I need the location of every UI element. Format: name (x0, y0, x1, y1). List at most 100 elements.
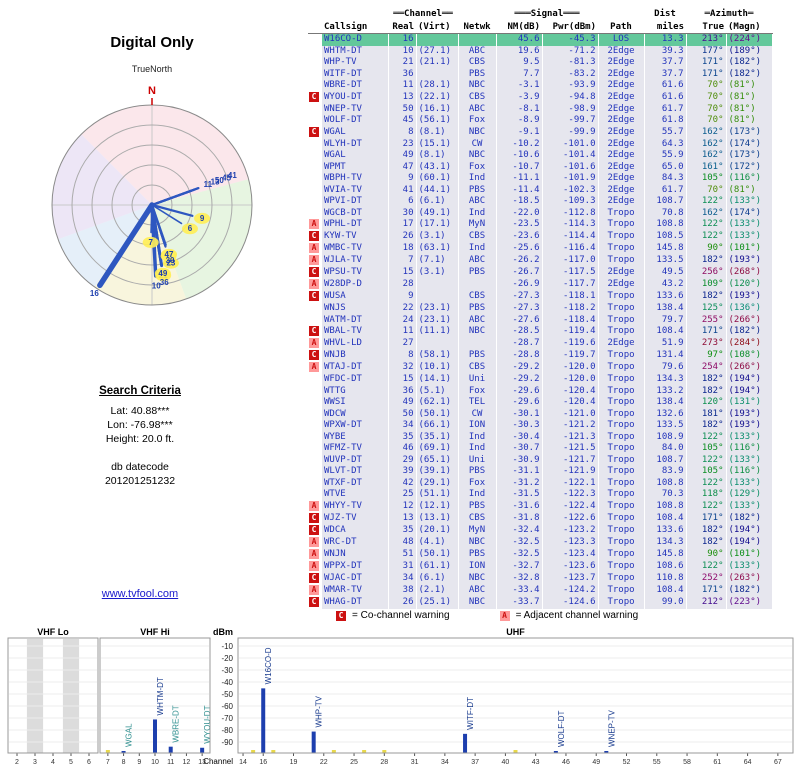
cell-netwk: ABC (458, 45, 497, 57)
table-row: A WTAJ-DT 32 (10.1) CBS -29.2 -120.0 Tropo 79.6 2… (308, 362, 773, 374)
warning-cell (308, 184, 322, 196)
co-channel-warning-badge: C (309, 572, 319, 583)
cell-callsign[interactable]: WPHL-DT (322, 219, 389, 231)
cell-real: 47 (388, 161, 417, 173)
cell-callsign[interactable]: WATM-DT (322, 314, 389, 326)
cell-callsign[interactable]: WTXF-DT (322, 477, 389, 489)
station-label: W16CO-D (264, 647, 273, 684)
cell-true-az: 255° (686, 314, 727, 326)
cell-callsign[interactable]: WJLA-TV (322, 255, 389, 267)
cell-callsign[interactable]: W16CO-D (322, 33, 389, 46)
cell-magn-az: (129°) (726, 489, 773, 501)
table-row: WLYH-DT 23 (15.1) CW -10.2 -101.0 2Edge 64.3 162… (308, 138, 773, 150)
cell-real: 45 (388, 115, 417, 127)
cell-callsign[interactable]: WVIA-TV (322, 184, 389, 196)
cell-callsign[interactable]: WDCW (322, 408, 389, 420)
cell-callsign[interactable]: WPMT (322, 161, 389, 173)
cell-path: Tropo (598, 385, 645, 397)
x-tick-label: 16 (259, 759, 267, 766)
cell-callsign[interactable]: W28DP-D (322, 279, 389, 291)
adjacent-channel-warning-badge: A (309, 243, 319, 253)
cell-callsign[interactable]: WJAC-DT (322, 572, 389, 585)
cell-callsign[interactable]: WYBE (322, 431, 389, 443)
cell-callsign[interactable]: WPXW-DT (322, 420, 389, 432)
cell-callsign[interactable]: WTTG (322, 385, 389, 397)
radar-ring (91, 144, 213, 266)
cell-callsign[interactable]: WWSI (322, 397, 389, 409)
cell-callsign[interactable]: WNJN (322, 548, 389, 561)
cell-virt: (6.1) (416, 572, 459, 585)
table-row: WLVT-DT 39 (39.1) PBS -31.1 -121.9 Tropo 83.9 10… (308, 466, 773, 478)
cell-callsign[interactable]: WOLF-DT (322, 115, 389, 127)
cell-callsign[interactable]: WBAL-TV (322, 326, 389, 338)
cell-callsign[interactable]: WBRE-DT (322, 80, 389, 92)
warning-cell: C (308, 596, 322, 609)
tvfool-link[interactable]: www.tvfool.com (101, 588, 179, 600)
cell-magn-az: (174°) (726, 207, 773, 219)
cell-callsign[interactable]: WRC-DT (322, 536, 389, 549)
cell-callsign[interactable]: WHAG-DT (322, 596, 389, 609)
cell-netwk: PBS (458, 267, 497, 279)
cell-callsign[interactable]: WGAL (322, 126, 389, 139)
adjacent-channel-warning-badge: A (309, 584, 319, 595)
cell-callsign[interactable]: WFMZ-TV (322, 443, 389, 455)
cell-callsign[interactable]: WGCB-DT (322, 207, 389, 219)
cell-callsign[interactable]: WGAL (322, 150, 389, 162)
warning-cell (308, 68, 322, 80)
cell-callsign[interactable]: WLVT-DT (322, 466, 389, 478)
warning-cell: C (308, 572, 322, 585)
cell-path: 2Edge (598, 57, 645, 69)
cell-callsign[interactable]: WTVE (322, 489, 389, 501)
cell-callsign[interactable]: WHP-TV (322, 57, 389, 69)
station-label: WHTM-DT (156, 677, 165, 715)
cell-callsign[interactable]: WPVI-DT (322, 196, 389, 208)
cell-pwr: -45.3 (542, 33, 599, 46)
cell-true-az: 213° (686, 33, 727, 46)
warning-cell: C (308, 326, 322, 338)
cell-callsign[interactable]: WLYH-DT (322, 138, 389, 150)
cell-callsign[interactable]: WMAR-TV (322, 584, 389, 597)
table-row: WOLF-DT 45 (56.1) Fox -8.9 -99.7 2Edge 61.8 70°(… (308, 115, 773, 127)
cell-callsign[interactable]: WHYY-TV (322, 500, 389, 513)
column-header: Callsign (322, 20, 388, 34)
cell-true-az: 181° (686, 408, 727, 420)
cell-path: Tropo (598, 548, 645, 561)
cell-callsign[interactable]: WYOU-DT (322, 91, 389, 104)
cell-true-az: 162° (686, 150, 727, 162)
cell-true-az: 70° (686, 80, 727, 92)
cell-callsign[interactable]: WPSU-TV (322, 267, 389, 279)
cell-callsign[interactable]: WPPX-DT (322, 560, 389, 573)
cell-virt: (23.1) (416, 303, 459, 315)
x-tick-label: 43 (532, 759, 540, 766)
cell-pwr: -120.0 (542, 374, 599, 386)
cell-callsign[interactable]: WBPH-TV (322, 173, 389, 185)
cell-callsign[interactable]: WNEP-TV (322, 103, 389, 115)
cell-callsign[interactable]: WHVL-LD (322, 338, 389, 350)
cell-callsign[interactable]: WFDC-DT (322, 374, 389, 386)
cell-true-az: 122° (686, 454, 727, 466)
spoke-channel-label: 45 (222, 173, 231, 182)
cell-callsign[interactable]: WNJB (322, 350, 389, 362)
cell-magn-az: (193°) (726, 408, 773, 420)
cell-callsign[interactable]: WUSA (322, 291, 389, 303)
cell-callsign[interactable]: WMBC-TV (322, 243, 389, 255)
cell-netwk: ABC (458, 584, 497, 597)
cell-callsign[interactable]: WUVP-DT (322, 454, 389, 466)
band-panel-border (99, 637, 211, 754)
cell-magn-az: (223°) (726, 596, 773, 609)
cell-path: Tropo (598, 512, 645, 525)
spoke-channel-label: 47 (165, 250, 174, 259)
cell-callsign[interactable]: WHTM-DT (322, 45, 389, 57)
station-label: WYOU-DT (203, 705, 212, 743)
cell-callsign[interactable]: WTAJ-DT (322, 362, 389, 374)
cell-callsign[interactable]: WJZ-TV (322, 512, 389, 525)
cell-real: 35 (388, 524, 417, 537)
warning-cell (308, 443, 322, 455)
cell-nm: -31.5 (496, 489, 543, 501)
cell-callsign[interactable]: WNJS (322, 303, 389, 315)
cell-callsign[interactable]: WITF-DT (322, 68, 389, 80)
cell-callsign[interactable]: WDCA (322, 524, 389, 537)
cell-path: Tropo (598, 350, 645, 362)
cell-callsign[interactable]: KYW-TV (322, 231, 389, 243)
warning-cell (308, 397, 322, 409)
